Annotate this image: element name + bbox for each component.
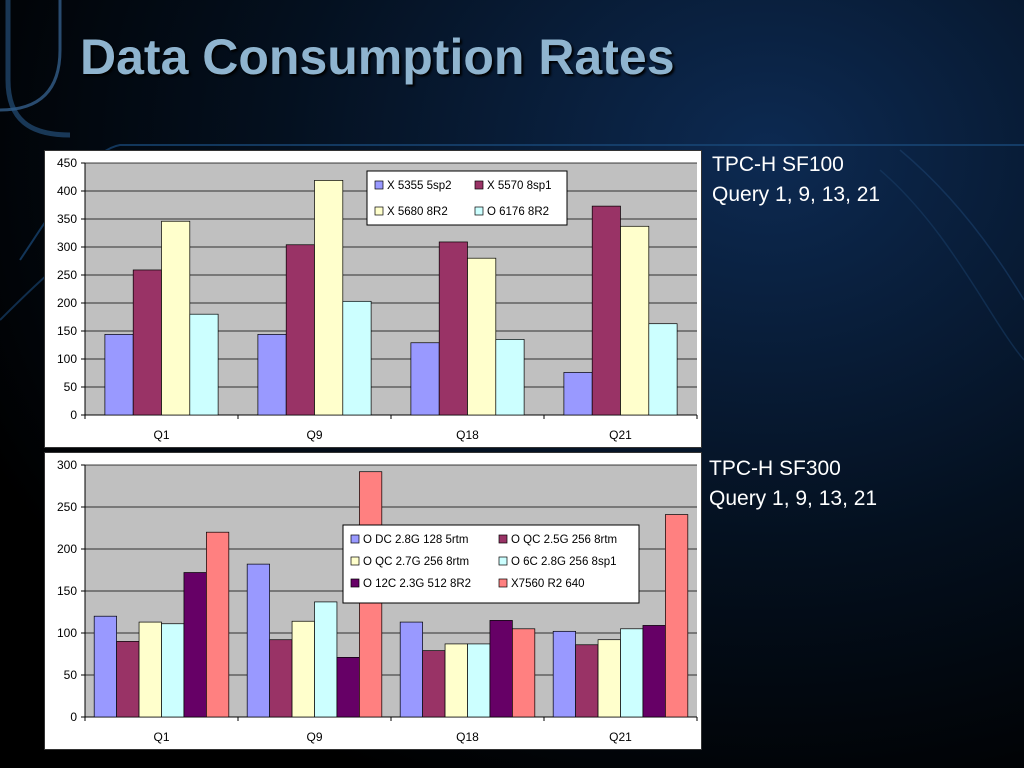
bar-q21-series-4	[620, 628, 644, 718]
y-tick-label: 100	[57, 626, 77, 640]
bar-q18-series-2	[422, 650, 446, 718]
chart-sf100: 0 50 100 150 200 250 300 350 400 450 Q1 Q9 Q18 Q21 X 5…	[44, 150, 702, 448]
y-tick-label: 0	[70, 710, 77, 724]
bar-q18-series-2	[438, 241, 468, 416]
y-tick-label: 100	[57, 352, 77, 366]
bar-q9-series-4	[342, 300, 372, 416]
bar-q1-series-5	[183, 572, 207, 718]
legend-box	[342, 524, 640, 604]
legend-box	[366, 170, 568, 226]
legend-label: O DC 2.8G 128 5rtm	[363, 534, 468, 546]
bar-q18-series-6	[512, 628, 536, 718]
y-tick-label: 150	[57, 324, 77, 338]
y-tick-label: 350	[57, 212, 77, 226]
bar-q18-series-1	[399, 621, 423, 718]
bar-q1-series-3	[138, 621, 162, 718]
y-tick-label: 250	[57, 500, 77, 514]
bar-q21-series-6	[665, 514, 689, 718]
x-tick-label: Q18	[456, 730, 479, 744]
bar-q9-series-1	[246, 563, 270, 718]
legend-label: O 12C 2.3G 512 8R2	[363, 578, 471, 590]
chart-sf100-svg: 0 50 100 150 200 250 300 350 400 450 Q1 Q9 Q18 Q21 X 5…	[57, 156, 698, 442]
bar-q1-series-1	[104, 334, 134, 416]
legend-swatch	[350, 534, 360, 544]
bar-q1-series-6	[206, 531, 230, 718]
y-tick-label: 0	[70, 408, 77, 422]
bar-q9-series-3	[291, 620, 315, 718]
legend-swatch	[374, 180, 384, 190]
bar-q18-series-1	[410, 342, 440, 416]
bar-q18-series-3	[467, 257, 497, 416]
bar-q1-series-3	[161, 220, 191, 416]
bar-q21-series-3	[620, 225, 650, 416]
bar-q18-series-3	[444, 643, 468, 718]
x-tick-label: Q21	[609, 428, 632, 442]
y-tick-label: 300	[57, 458, 77, 472]
bar-q21-series-5	[642, 625, 666, 718]
bar-q1-series-4	[161, 623, 185, 718]
legend-swatch	[498, 534, 508, 544]
bar-q21-series-3	[597, 639, 621, 718]
legend-label: X 5680 8R2	[387, 206, 448, 218]
caption-sf100-line2: Query 1, 9, 13, 21	[712, 183, 881, 206]
legend-swatch	[374, 206, 384, 216]
bar-q1-series-2	[132, 269, 162, 416]
caption-sf100-line1: TPC-H SF100	[712, 153, 844, 176]
caption-sf300: TPC-H SF300 Query 1, 9, 13, 21	[709, 454, 877, 514]
x-tick-label: Q9	[306, 730, 322, 744]
bar-q9-series-4	[314, 601, 338, 718]
bar-q1-series-4	[189, 313, 219, 416]
bar-q21-series-2	[591, 205, 621, 416]
caption-sf300-line1: TPC-H SF300	[709, 457, 841, 480]
legend: O DC 2.8G 128 5rtm O QC 2.5G 256 8rtm O QC…	[342, 524, 640, 604]
x-tick-label: Q9	[306, 428, 322, 442]
y-tick-label: 200	[57, 542, 77, 556]
legend-label: O 6176 8R2	[487, 206, 549, 218]
y-tick-label: 450	[57, 156, 77, 170]
legend-label: O 6C 2.8G 256 8sp1	[511, 556, 616, 568]
legend-label: X7560 R2 640	[511, 578, 585, 590]
chart-sf300: 0 50 100 150 200 250 300 Q1 Q9 Q18 Q21 O DC 2.8G 12…	[44, 452, 702, 750]
legend-label: X 5570 8sp1	[487, 180, 552, 192]
bar-q18-series-5	[489, 620, 513, 718]
legend-swatch	[350, 556, 360, 566]
bar-q9-series-2	[285, 244, 315, 416]
x-tick-label: Q18	[456, 428, 479, 442]
legend-label: O QC 2.5G 256 8rtm	[511, 534, 617, 546]
bar-q18-series-4	[495, 339, 525, 416]
y-tick-label: 150	[57, 584, 77, 598]
legend-swatch	[498, 556, 508, 566]
legend-swatch	[474, 206, 484, 216]
bar-q9-series-1	[257, 334, 287, 416]
y-tick-label: 300	[57, 240, 77, 254]
x-tick-label: Q21	[609, 730, 632, 744]
y-tick-label: 50	[64, 668, 78, 682]
bar-q21-series-1	[563, 372, 593, 416]
y-tick-label: 250	[57, 268, 77, 282]
bar-q21-series-2	[575, 644, 599, 718]
y-tick-label: 200	[57, 296, 77, 310]
legend-swatch	[350, 578, 360, 588]
bar-q1-series-1	[93, 615, 117, 718]
chart-sf300-svg: 0 50 100 150 200 250 300 Q1 Q9 Q18 Q21 O DC 2.8G 12…	[57, 458, 698, 744]
legend-swatch	[498, 578, 508, 588]
bar-q9-series-5	[336, 657, 360, 718]
bar-q1-series-2	[116, 641, 140, 718]
caption-sf300-line2: Query 1, 9, 13, 21	[709, 487, 878, 510]
y-tick-label: 400	[57, 184, 77, 198]
legend: X 5355 5sp2 X 5570 8sp1 X 5680 8R2 O 6176 8…	[366, 170, 568, 226]
legend-label: X 5355 5sp2	[387, 180, 452, 192]
y-tick-label: 50	[64, 380, 78, 394]
slide-title: Data Consumption Rates	[80, 29, 675, 85]
legend-swatch	[474, 180, 484, 190]
x-tick-label: Q1	[153, 730, 169, 744]
x-tick-label: Q1	[153, 428, 169, 442]
bar-q21-series-4	[648, 323, 678, 416]
caption-sf100: TPC-H SF100 Query 1, 9, 13, 21	[712, 150, 880, 210]
bar-q9-series-2	[269, 639, 293, 718]
bar-q9-series-3	[314, 180, 344, 416]
legend-label: O QC 2.7G 256 8rtm	[363, 556, 469, 568]
bar-q21-series-1	[552, 630, 576, 718]
bar-q18-series-4	[467, 643, 491, 718]
